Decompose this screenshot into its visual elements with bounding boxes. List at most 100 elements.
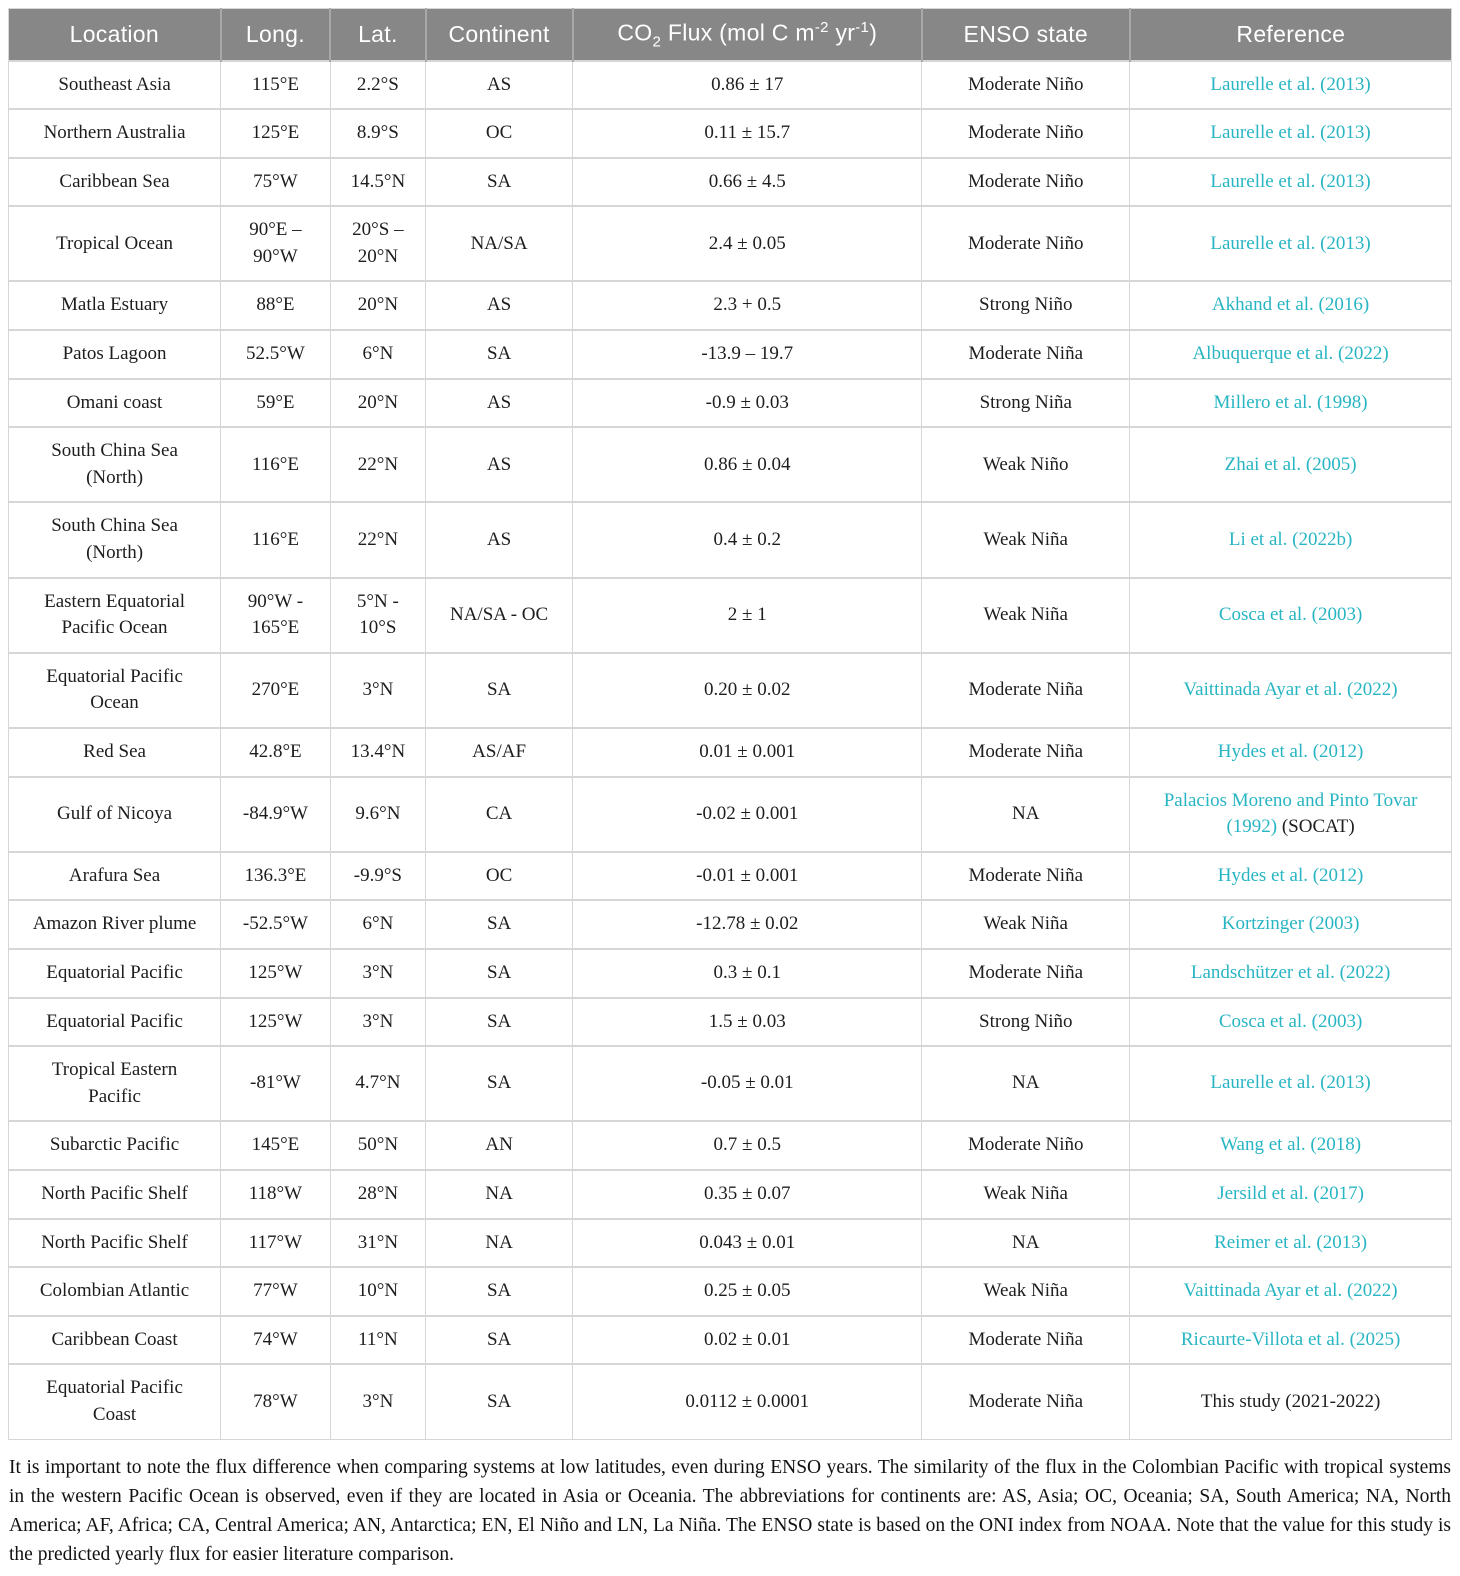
- co2-flux-cell: 0.86 ± 0.04: [572, 426, 923, 503]
- location-cell: Caribbean Sea: [7, 156, 222, 207]
- latitude-cell: 28°N: [329, 1168, 427, 1220]
- enso-state-cell: Moderate Niño: [921, 205, 1131, 282]
- longitude-cell: 90°W - 165°E: [220, 576, 331, 654]
- latitude-cell: 3°N: [329, 1363, 427, 1440]
- location-cell: Equatorial Pacific Coast: [7, 1363, 222, 1440]
- reference-cell: Hydes et al. (2012): [1129, 850, 1452, 901]
- location-cell: Equatorial Pacific: [7, 947, 222, 999]
- latitude-cell: 5°N - 10°S: [329, 576, 427, 654]
- col-header-co2-flux: CO2 Flux (mol C m-2 yr-1): [571, 8, 922, 61]
- reference-link[interactable]: Cosca et al. (2003): [1218, 603, 1363, 625]
- reference-link[interactable]: Wang et al. (2018): [1220, 1134, 1362, 1156]
- table-row: Caribbean Coast 74°W 11°N SA 0.02 ± 0.01 Mode…: [7, 1314, 1452, 1365]
- col-header-reference: Reference: [1128, 8, 1452, 61]
- reference-cell: Kortzinger (2003): [1129, 899, 1452, 950]
- continent-cell: AS: [424, 280, 574, 331]
- location-cell: Omani coast: [7, 377, 222, 428]
- latitude-cell: 14.5°N: [329, 156, 427, 207]
- continent-cell: AS/AF: [424, 727, 574, 778]
- reference-link[interactable]: Laurelle et al. (2013): [1210, 1072, 1371, 1094]
- table-row: Matla Estuary 88°E 20°N AS 2.3 + 0.5 Strong N…: [7, 280, 1452, 331]
- location-cell: North Pacific Shelf: [7, 1217, 222, 1268]
- longitude-cell: 125°W: [220, 996, 331, 1047]
- reference-cell: Landschützer et al. (2022): [1129, 947, 1452, 999]
- reference-link[interactable]: Hydes et al. (2012): [1217, 741, 1364, 762]
- longitude-cell: 117°W: [220, 1217, 331, 1268]
- latitude-cell: 20°N: [329, 280, 427, 331]
- reference-link[interactable]: Laurelle et al. (2013): [1210, 170, 1371, 192]
- location-cell: Amazon River plume: [7, 899, 222, 950]
- continent-cell: AS: [424, 426, 574, 503]
- co2-flux-cell: 0.0112 ± 0.0001: [572, 1363, 923, 1440]
- continent-cell: SA: [424, 899, 574, 950]
- longitude-cell: 270°E: [220, 651, 331, 729]
- location-cell: Gulf of Nicoya: [7, 775, 222, 853]
- co2-flux-cell: -0.05 ± 0.01: [572, 1045, 923, 1122]
- reference-link[interactable]: Vaittinada Ayar et al. (2022): [1183, 1280, 1398, 1302]
- reference-link[interactable]: Kortzinger (2003): [1221, 913, 1360, 935]
- reference-link[interactable]: Laurelle et al. (2013): [1210, 73, 1371, 95]
- col-header-location: Location: [8, 8, 221, 61]
- reference-cell: Vaittinada Ayar et al. (2022): [1129, 1266, 1452, 1317]
- reference-link[interactable]: Landschützer et al. (2022): [1190, 961, 1391, 983]
- longitude-cell: 145°E: [220, 1120, 331, 1171]
- reference-cell: Vaittinada Ayar et al. (2022): [1129, 651, 1452, 729]
- table-row: North Pacific Shelf 118°W 28°N NA 0.35 ± 0.0…: [7, 1168, 1452, 1220]
- co2-flux-cell: 0.25 ± 0.05: [572, 1266, 923, 1317]
- location-cell: North Pacific Shelf: [7, 1168, 222, 1220]
- co2-flux-cell: 0.66 ± 4.5: [572, 156, 923, 207]
- longitude-cell: 136.3°E: [220, 850, 331, 901]
- reference-link[interactable]: Millero et al. (1998): [1213, 391, 1368, 413]
- reference-link[interactable]: Ricaurte-Villota et al. (2025): [1180, 1328, 1401, 1350]
- longitude-cell: 52.5°W: [220, 329, 331, 380]
- reference-cell: Palacios Moreno and Pinto Tovar (1992) (…: [1129, 775, 1452, 853]
- longitude-cell: 125°E: [220, 108, 331, 159]
- enso-state-cell: Moderate Niña: [921, 947, 1131, 999]
- table-row: Amazon River plume -52.5°W 6°N SA -12.78 ± 0…: [7, 899, 1452, 950]
- table-row: Caribbean Sea 75°W 14.5°N SA 0.66 ± 4.5 Moder…: [7, 156, 1452, 207]
- continent-cell: NA: [424, 1168, 574, 1220]
- reference-link[interactable]: Jersild et al. (2017): [1217, 1182, 1364, 1204]
- enso-state-cell: Strong Niño: [921, 996, 1131, 1047]
- reference-link[interactable]: Laurelle et al. (2013): [1210, 232, 1371, 254]
- reference-link[interactable]: Reimer et al. (2013): [1214, 1231, 1368, 1253]
- co2-flux-cell: 2 ± 1: [572, 576, 923, 654]
- reference-link[interactable]: Albuquerque et al. (2022): [1192, 343, 1389, 365]
- reference-link[interactable]: Akhand et al. (2016): [1211, 294, 1370, 316]
- reference-cell: Laurelle et al. (2013): [1129, 1045, 1452, 1122]
- reference-link[interactable]: Li et al. (2022b): [1228, 528, 1353, 550]
- table-row: Equatorial Pacific Coast 78°W 3°N SA 0.0112 …: [7, 1363, 1452, 1440]
- table-row: Northern Australia 125°E 8.9°S OC 0.11 ± 15.…: [7, 108, 1452, 159]
- location-cell: Matla Estuary: [7, 280, 222, 331]
- continent-cell: CA: [424, 775, 574, 853]
- location-cell: Subarctic Pacific: [7, 1120, 222, 1171]
- reference-link[interactable]: Zhai et al. (2005): [1224, 453, 1357, 475]
- reference-cell: Hydes et al. (2012): [1129, 727, 1452, 778]
- reference-cell: This study (2021-2022): [1129, 1363, 1452, 1440]
- table-row: Equatorial Pacific Ocean 270°E 3°N SA 0.20 ±…: [7, 651, 1452, 729]
- table-row: Southeast Asia 115°E 2.2°S AS 0.86 ± 17 Moder…: [7, 59, 1452, 110]
- continent-cell: NA: [424, 1217, 574, 1268]
- longitude-cell: 78°W: [220, 1363, 331, 1440]
- reference-link[interactable]: Palacios Moreno and Pinto Tovar (1992): [1163, 789, 1418, 838]
- location-cell: Colombian Atlantic: [7, 1266, 222, 1317]
- reference-link[interactable]: Hydes et al. (2012): [1217, 864, 1364, 886]
- longitude-cell: 42.8°E: [220, 727, 331, 778]
- reference-link[interactable]: Vaittinada Ayar et al. (2022): [1183, 679, 1398, 701]
- co2-flux-cell: 0.7 ± 0.5: [572, 1120, 923, 1171]
- enso-state-cell: Weak Niña: [921, 576, 1131, 654]
- table-row: South China Sea (North) 116°E 22°N AS 0.86 ±…: [7, 426, 1452, 503]
- location-cell: Equatorial Pacific: [7, 996, 222, 1047]
- longitude-cell: 90°E – 90°W: [220, 205, 331, 282]
- longitude-cell: 125°W: [220, 947, 331, 999]
- latitude-cell: 3°N: [329, 996, 427, 1047]
- table-row: Equatorial Pacific 125°W 3°N SA 0.3 ± 0.1 Mod…: [7, 947, 1452, 999]
- table-row: Patos Lagoon 52.5°W 6°N SA -13.9 – 19.7 Moder…: [7, 329, 1452, 380]
- reference-link[interactable]: Laurelle et al. (2013): [1210, 122, 1371, 144]
- continent-cell: AS: [424, 501, 574, 579]
- table-body: Southeast Asia 115°E 2.2°S AS 0.86 ± 17 Moder…: [7, 59, 1452, 1440]
- co2-flux-cell: 0.35 ± 0.07: [572, 1168, 923, 1220]
- reference-link[interactable]: Cosca et al. (2003): [1218, 1010, 1363, 1032]
- longitude-cell: 59°E: [220, 377, 331, 428]
